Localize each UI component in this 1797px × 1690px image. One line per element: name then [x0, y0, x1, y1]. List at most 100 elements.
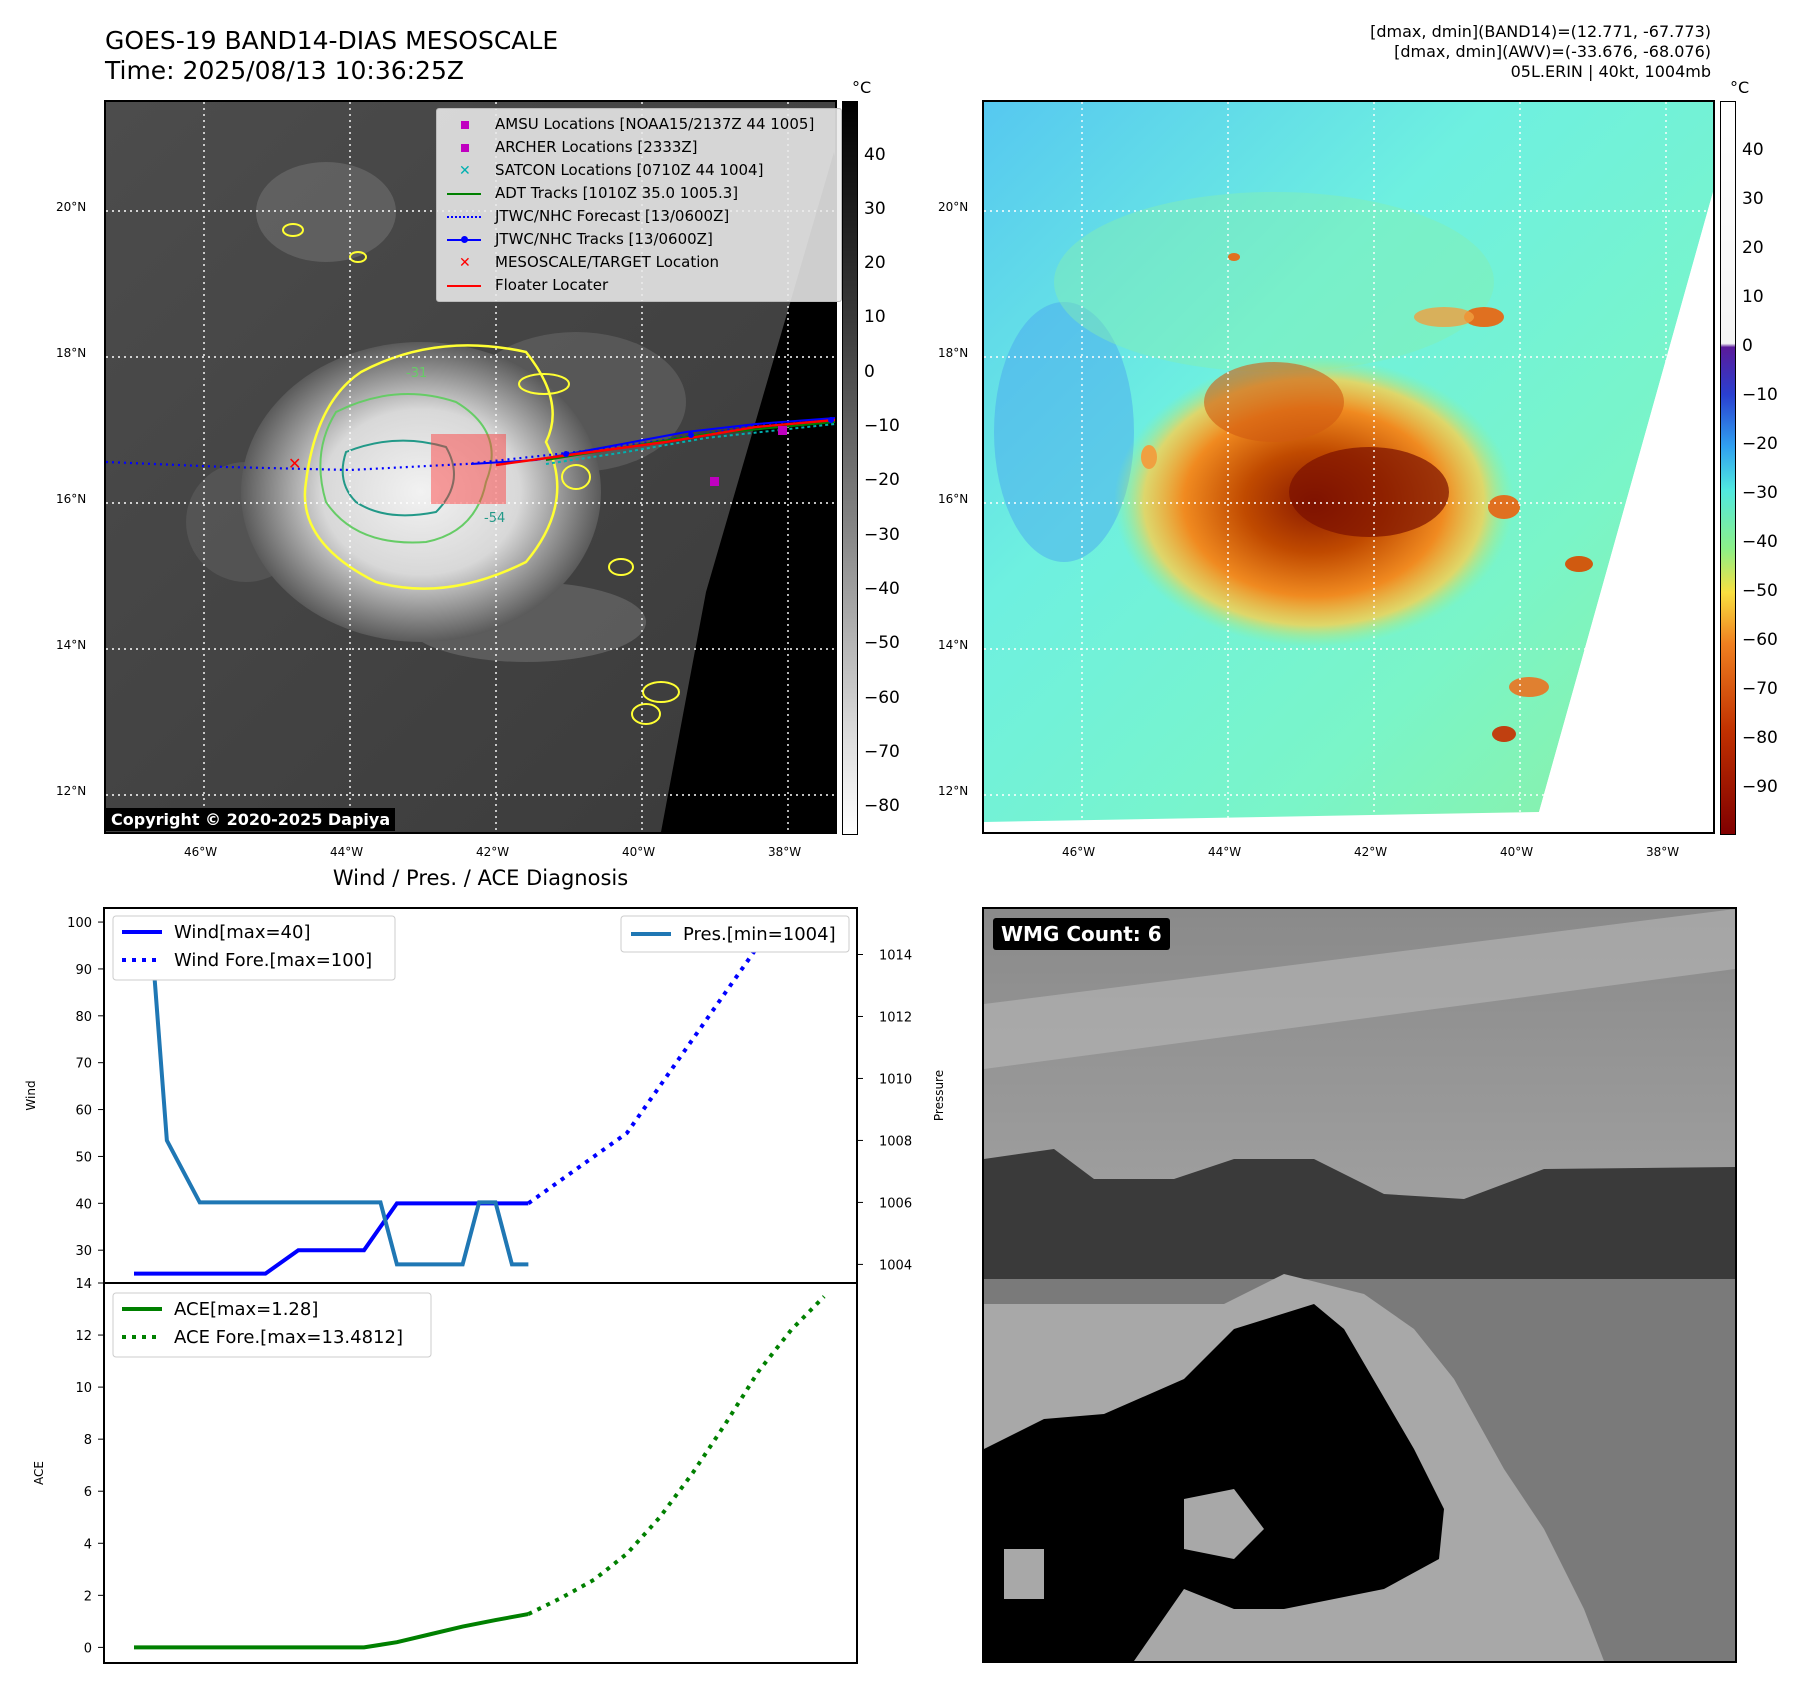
title-line-2: Time: 2025/08/13 10:36:25Z — [105, 56, 464, 85]
color-tick: −60 — [1742, 630, 1778, 650]
series-line-solid — [134, 1612, 529, 1650]
color-tick: 30 — [1742, 189, 1764, 209]
pressure-tick-label: 1014 — [879, 948, 912, 963]
color-colorbar-unit: °C — [1730, 78, 1750, 97]
pressure-tick-label: 1004 — [879, 1258, 912, 1273]
pressure-legend-label: Pres.[min=1004] — [683, 924, 836, 945]
awv-map-image — [984, 102, 1713, 832]
color-tick: 20 — [1742, 238, 1764, 258]
color-tick: −30 — [1742, 483, 1778, 503]
series-line-solid — [134, 921, 529, 1267]
legend-item: ✕ MESOSCALE/TARGET Location — [459, 253, 720, 271]
figure-title: GOES-19 BAND14-DIAS MESOSCALE Time: 2025… — [105, 26, 558, 86]
pressure-axis-label: Pressure — [932, 1070, 946, 1121]
wind-tick-label: 70 — [75, 1057, 92, 1072]
map-legend: AMSU Locations [NOAA15/2137Z 44 1005] AR… — [436, 108, 842, 302]
series-line-solid — [134, 1201, 529, 1276]
ace-fore-legend-label: ACE Fore.[max=13.4812] — [174, 1327, 403, 1348]
wind-tick-label: 60 — [75, 1104, 92, 1119]
wind-tick-label: 40 — [75, 1197, 92, 1212]
lon-label: 38°W — [1646, 845, 1680, 859]
info-line-1: [dmax, dmin](BAND14)=(12.771, -67.773) — [1370, 22, 1711, 41]
floater-box — [431, 434, 506, 504]
pressure-tick-label: 1010 — [879, 1072, 912, 1087]
wmg-panel — [982, 907, 1737, 1663]
color-tick: 0 — [1742, 336, 1753, 356]
color-tick: −90 — [1742, 777, 1778, 797]
ace-axes-frame — [103, 1282, 858, 1664]
wmg-count-label: WMG Count: 6 — [993, 918, 1170, 950]
gray-tick: −30 — [864, 525, 900, 545]
ace-tick-label: 0 — [84, 1641, 92, 1656]
gray-colorbar — [842, 101, 858, 835]
ace-tick-label: 8 — [84, 1433, 92, 1448]
ace-tick-label: 10 — [75, 1381, 92, 1396]
ace-tick-label: 12 — [75, 1329, 92, 1344]
awv-grid — [984, 102, 1713, 832]
wind-fore-legend-label: Wind Fore.[max=100] — [174, 950, 372, 971]
lat-label: 20°N — [56, 200, 87, 214]
color-tick: −80 — [1742, 728, 1778, 748]
wind-legend-box — [112, 915, 396, 981]
pressure-tick-label: 1008 — [879, 1134, 912, 1149]
legend-item: ARCHER Locations [2333Z] — [445, 136, 833, 159]
lat-label: 20°N — [938, 200, 969, 214]
color-tick: −20 — [1742, 434, 1778, 454]
color-tick: −70 — [1742, 679, 1778, 699]
lon-label: 46°W — [184, 845, 218, 859]
gray-tick: 10 — [864, 307, 886, 327]
color-colorbar — [1720, 101, 1736, 835]
archer-marker — [710, 477, 719, 486]
color-tick: 10 — [1742, 287, 1764, 307]
satcon-track — [545, 423, 835, 465]
copyright-label: Copyright © 2020-2025 Dapiya — [106, 808, 396, 831]
diagnosis-title: Wind / Pres. / ACE Diagnosis — [332, 866, 629, 890]
lat-label: 16°N — [56, 492, 87, 506]
lat-label: 18°N — [56, 346, 87, 360]
lat-label: 18°N — [938, 346, 969, 360]
legend-item: JTWC/NHC Forecast [13/0600Z] — [445, 205, 833, 228]
series-line-dotted — [527, 1295, 826, 1616]
info-line-2: [dmax, dmin](AWV)=(-33.676, -68.076) — [1394, 42, 1711, 61]
wind-tick-label: 50 — [75, 1150, 92, 1165]
series-line-dotted — [527, 920, 825, 1205]
gray-tick: −70 — [864, 742, 900, 762]
gray-tick: −80 — [864, 796, 900, 816]
forecast-track — [106, 418, 835, 472]
legend-item: ✕ SATCON Locations [0710Z 44 1004] — [459, 161, 764, 179]
gray-colorbar-unit: °C — [852, 78, 872, 97]
lat-label: 12°N — [938, 784, 969, 798]
color-colorbar-ticks: 40 30 20 10 0 −10 −20 −30 −40 −50 −60 −7… — [1742, 0, 1797, 900]
gray-tick: 30 — [864, 199, 886, 219]
lon-label: 44°W — [330, 845, 364, 859]
diagnosis-chart: 3040506070809010010041006100810101012101… — [24, 907, 946, 1664]
ace-tick-label: 14 — [75, 1277, 92, 1292]
legend-item: ADT Tracks [1010Z 35.0 1005.3] — [445, 182, 833, 205]
storm-info: [dmax, dmin](BAND14)=(12.771, -67.773) [… — [1370, 22, 1711, 82]
contour-label-1: -31 — [406, 366, 427, 381]
pressure-tick-label: 1012 — [879, 1010, 912, 1025]
lat-label: 16°N — [938, 492, 969, 506]
lon-label: 46°W — [1062, 845, 1096, 859]
ace-legend-label: ACE[max=1.28] — [174, 1299, 318, 1320]
lon-label: 40°W — [1500, 845, 1534, 859]
wind-legend-label: Wind[max=40] — [174, 922, 311, 943]
info-line-3: 05L.ERIN | 40kt, 1004mb — [1510, 62, 1711, 81]
legend-item: Floater Locater — [445, 274, 833, 297]
gray-tick: 40 — [864, 145, 886, 165]
title-line-1: GOES-19 BAND14-DIAS MESOSCALE — [105, 26, 559, 55]
lon-label: 40°W — [622, 845, 656, 859]
wind-tick-label: 100 — [67, 916, 92, 931]
target-marker: ✕ — [288, 454, 301, 473]
gray-colorbar-ticks: 40 30 20 10 0 −10 −20 −30 −40 −50 −60 −7… — [864, 0, 924, 900]
gray-tick: 20 — [864, 253, 886, 273]
gray-tick: −60 — [864, 688, 900, 708]
legend-item: JTWC/NHC Tracks [13/0600Z] — [445, 228, 833, 251]
ace-axis-label: ACE — [32, 1461, 46, 1485]
amsu-marker — [778, 426, 787, 435]
ace-tick-label: 4 — [84, 1537, 92, 1552]
color-tick: −10 — [1742, 385, 1778, 405]
lon-label: 38°W — [768, 845, 802, 859]
color-tick: −50 — [1742, 581, 1778, 601]
lat-label: 14°N — [938, 638, 969, 652]
